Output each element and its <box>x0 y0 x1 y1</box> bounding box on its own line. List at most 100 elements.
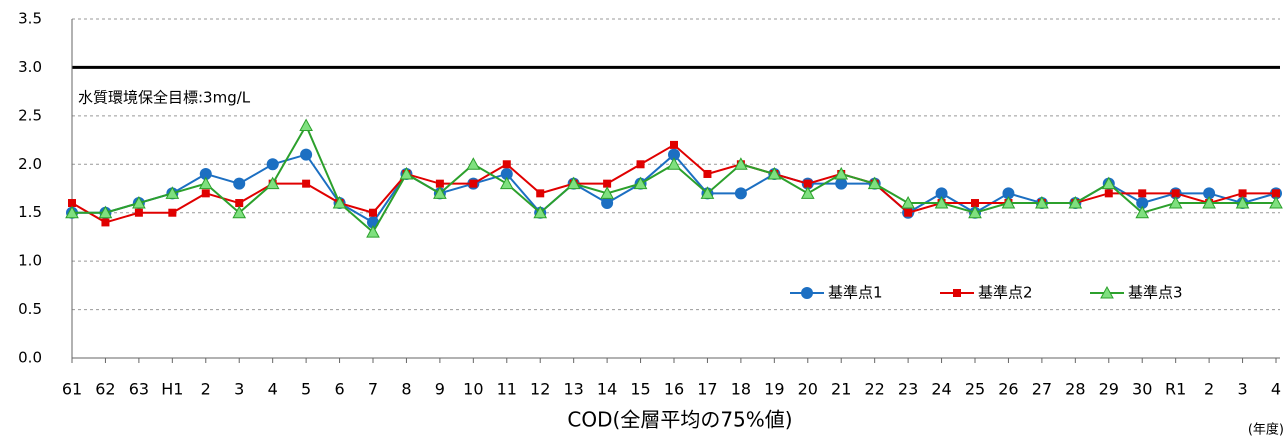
data-point <box>1035 195 1049 209</box>
data-point <box>134 208 143 217</box>
y-tick-label: 0.5 <box>18 300 42 318</box>
data-point <box>302 179 311 188</box>
data-point <box>433 186 447 199</box>
y-tick-label: 0.0 <box>18 349 42 367</box>
data-point <box>536 189 545 198</box>
x-tick-label: 23 <box>898 380 918 399</box>
data-point <box>1269 195 1283 209</box>
data-point <box>566 176 581 190</box>
x-tick-label: 6 <box>334 380 344 399</box>
data-point <box>65 205 79 219</box>
data-point <box>435 179 444 188</box>
x-tick-label: 12 <box>530 380 550 399</box>
data-point <box>703 169 712 178</box>
data-point <box>502 160 511 169</box>
data-point <box>1235 195 1250 209</box>
data-point <box>1202 195 1216 209</box>
y-tick-label: 1.0 <box>18 252 42 270</box>
data-point <box>670 140 678 149</box>
x-tick-label: 14 <box>597 380 617 399</box>
x-tick-label: 4 <box>1271 380 1281 399</box>
y-tick-label: 1.5 <box>18 203 42 221</box>
data-point <box>734 157 748 170</box>
x-tick-label: 27 <box>1032 380 1052 399</box>
legend-label: 基準点2 <box>978 284 1033 302</box>
data-point <box>132 195 146 209</box>
data-point <box>232 205 247 219</box>
data-point <box>934 195 949 209</box>
y-tick-label: 2.0 <box>18 155 42 173</box>
data-point <box>600 186 614 199</box>
x-tick-label: 62 <box>95 380 115 399</box>
annotation: 水質環境保全目標:3mg/L <box>78 89 251 107</box>
x-tick-label: 25 <box>965 380 985 399</box>
data-point <box>533 205 548 219</box>
data-point <box>1272 189 1280 198</box>
legend-label: 基準点1 <box>828 284 883 302</box>
x-tick-label: R1 <box>1165 380 1186 399</box>
x-tick-label: 20 <box>798 380 818 399</box>
x-tick-label: 16 <box>664 380 684 399</box>
data-point <box>1135 205 1150 219</box>
x-axis-unit: (年度) <box>1248 422 1284 438</box>
data-point <box>1101 176 1116 190</box>
x-tick-label: 9 <box>435 380 445 399</box>
data-point <box>1104 189 1113 198</box>
data-point <box>667 157 681 170</box>
data-point <box>300 148 313 161</box>
data-point <box>265 176 280 190</box>
data-point <box>68 199 76 208</box>
legend-marker <box>953 289 961 297</box>
data-point <box>1001 195 1016 209</box>
data-point <box>734 187 747 200</box>
x-tick-label: 4 <box>268 380 278 399</box>
data-point <box>500 167 513 180</box>
data-point <box>499 176 514 190</box>
data-point <box>466 157 481 170</box>
data-point <box>700 186 715 199</box>
x-tick-label: 2 <box>1204 380 1214 399</box>
data-point <box>101 218 110 227</box>
x-tick-label: 8 <box>401 380 411 399</box>
x-tick-label: 61 <box>62 380 82 399</box>
data-point <box>800 186 815 199</box>
data-point <box>233 177 246 190</box>
x-tick-label: 21 <box>831 380 851 399</box>
legend-label: 基準点3 <box>1128 284 1183 302</box>
x-tick-label: 3 <box>234 380 244 399</box>
data-point <box>968 205 982 219</box>
data-point <box>98 205 113 219</box>
data-point <box>299 118 313 132</box>
x-tick-label: 13 <box>563 380 583 399</box>
data-point <box>469 179 478 188</box>
data-point <box>201 189 210 198</box>
x-tick-label: 24 <box>931 380 951 399</box>
data-point <box>1171 189 1180 198</box>
data-point <box>369 208 377 217</box>
data-point <box>834 166 849 180</box>
x-tick-label: 3 <box>1237 380 1247 399</box>
x-tick-label: 2 <box>201 380 211 399</box>
legend-marker <box>1100 285 1114 299</box>
data-point <box>603 179 612 188</box>
data-point <box>168 208 177 217</box>
data-point <box>399 166 414 180</box>
data-point <box>601 197 614 210</box>
x-tick-label: 29 <box>1099 380 1119 399</box>
legend-marker <box>801 287 813 299</box>
x-tick-label: 15 <box>630 380 650 399</box>
y-tick-label: 2.5 <box>18 106 42 124</box>
data-point <box>1138 189 1147 198</box>
data-point <box>867 176 882 190</box>
data-point <box>332 195 347 209</box>
x-tick-label: 19 <box>764 380 784 399</box>
y-tick-label: 3.0 <box>18 58 42 76</box>
x-axis-title: COD(全層平均の75%値) <box>567 408 792 432</box>
x-tick-label: 10 <box>463 380 483 399</box>
data-point <box>1068 195 1083 209</box>
data-point <box>633 176 648 190</box>
data-point <box>767 166 782 180</box>
data-point <box>165 186 180 199</box>
x-tick-label: 17 <box>697 380 717 399</box>
x-tick-label: 63 <box>129 380 149 399</box>
